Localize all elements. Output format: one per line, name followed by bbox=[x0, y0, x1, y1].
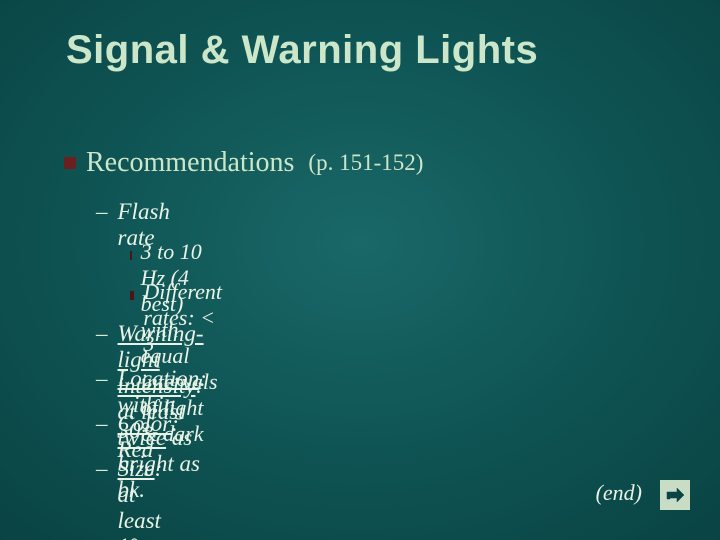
dash-icon: – bbox=[96, 456, 108, 482]
location-label: Location bbox=[118, 366, 200, 391]
end-marker: (end) bbox=[596, 480, 642, 506]
size-label: Size bbox=[118, 456, 155, 481]
return-arrow-icon bbox=[664, 485, 686, 505]
size-text: Size: at least 1° visual angle bbox=[118, 456, 173, 540]
slide: Signal & Warning Lights Recommendations … bbox=[0, 0, 720, 540]
recommendations-label: Recommendations bbox=[86, 147, 294, 179]
slide-title: Signal & Warning Lights bbox=[66, 28, 538, 73]
small-square-bullet-icon bbox=[130, 291, 134, 300]
size-value: at least 1° visual angle bbox=[118, 482, 173, 540]
dash-icon: – bbox=[96, 321, 108, 347]
recommendations-bullet: Recommendations (p. 151-152) bbox=[64, 147, 423, 179]
sub-item-size: – Size: at least 1° visual angle bbox=[96, 456, 172, 540]
dash-icon: – bbox=[96, 411, 108, 437]
return-button[interactable] bbox=[660, 480, 690, 510]
dash-icon: – bbox=[96, 366, 108, 392]
dash-icon: – bbox=[96, 199, 108, 225]
page-reference: (p. 151-152) bbox=[308, 150, 423, 176]
color-label: Color bbox=[118, 411, 172, 436]
small-square-bullet-icon bbox=[130, 251, 132, 260]
square-bullet-icon bbox=[64, 157, 76, 169]
